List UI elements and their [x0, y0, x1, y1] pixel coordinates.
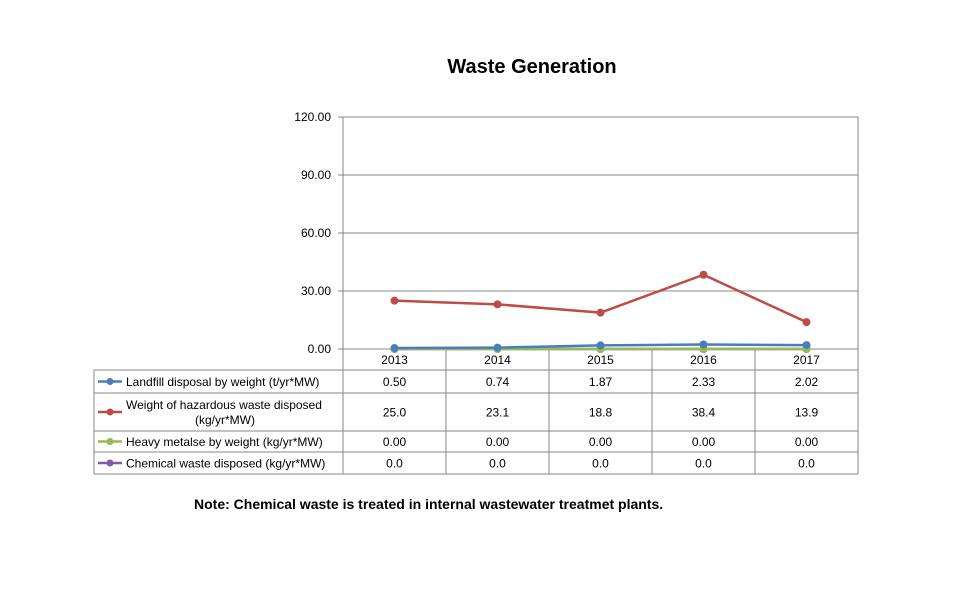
- data-table-value: 0.0: [798, 457, 815, 471]
- chart-title: Waste Generation: [447, 56, 617, 78]
- data-table-value: 0.0: [386, 457, 403, 471]
- data-table-value: 13.9: [795, 406, 819, 420]
- data-table-value: 18.8: [589, 406, 613, 420]
- data-table-value: 0.0: [489, 457, 506, 471]
- y-tick-label: 120.00: [294, 110, 331, 124]
- legend-key-marker: [106, 438, 114, 445]
- y-tick-label: 60.00: [301, 226, 331, 240]
- data-point: [390, 344, 399, 353]
- data-table-value: 25.0: [383, 406, 407, 420]
- y-tick-label: 0.00: [308, 342, 332, 356]
- footnote: Note: Chemical waste is treated in inter…: [194, 496, 664, 512]
- x-tick-label: 2014: [484, 353, 511, 367]
- data-table-value: 23.1: [486, 406, 510, 420]
- data-point: [390, 296, 399, 305]
- y-tick-label: 90.00: [301, 168, 331, 182]
- data-point: [699, 270, 708, 279]
- data-table-value: 2.33: [692, 375, 716, 389]
- data-table-value: 0.00: [383, 435, 407, 449]
- legend-label: Weight of hazardous waste disposed: [126, 398, 322, 412]
- x-tick-label: 2017: [793, 353, 820, 367]
- data-point: [802, 318, 811, 327]
- data-table-value: 0.50: [383, 375, 407, 389]
- x-tick-label: 2015: [587, 353, 614, 367]
- data-table-value: 0.00: [692, 435, 716, 449]
- data-table-value: 0.0: [695, 457, 712, 471]
- legend-key-marker: [106, 378, 114, 385]
- x-tick-label: 2013: [381, 353, 408, 367]
- data-table-value: 1.87: [589, 375, 613, 389]
- data-table-value: 0.00: [795, 435, 819, 449]
- legend-key-marker: [106, 408, 114, 416]
- data-point: [802, 341, 811, 350]
- y-tick-label: 30.00: [301, 284, 331, 298]
- data-point: [699, 340, 708, 349]
- data-table-value: 38.4: [692, 406, 716, 420]
- data-point: [596, 308, 605, 317]
- x-tick-label: 2016: [690, 353, 717, 367]
- data-table-value: 0.0: [592, 457, 609, 471]
- legend-label: Landfill disposal by weight (t/yr*MW): [126, 375, 319, 389]
- legend-label: Heavy metalse by weight (kg/yr*MW): [126, 435, 323, 449]
- legend-label-continued: (kg/yr*MW): [195, 413, 255, 427]
- data-table-value: 2.02: [795, 375, 819, 389]
- data-point: [493, 300, 502, 309]
- data-point: [493, 343, 502, 352]
- legend-label: Chemical waste disposed (kg/yr*MW): [126, 457, 325, 471]
- legend-key-marker: [106, 459, 114, 467]
- data-table-value: 0.00: [486, 435, 510, 449]
- data-point: [596, 341, 605, 350]
- data-table-value: 0.00: [589, 435, 613, 449]
- data-table-value: 0.74: [486, 375, 510, 389]
